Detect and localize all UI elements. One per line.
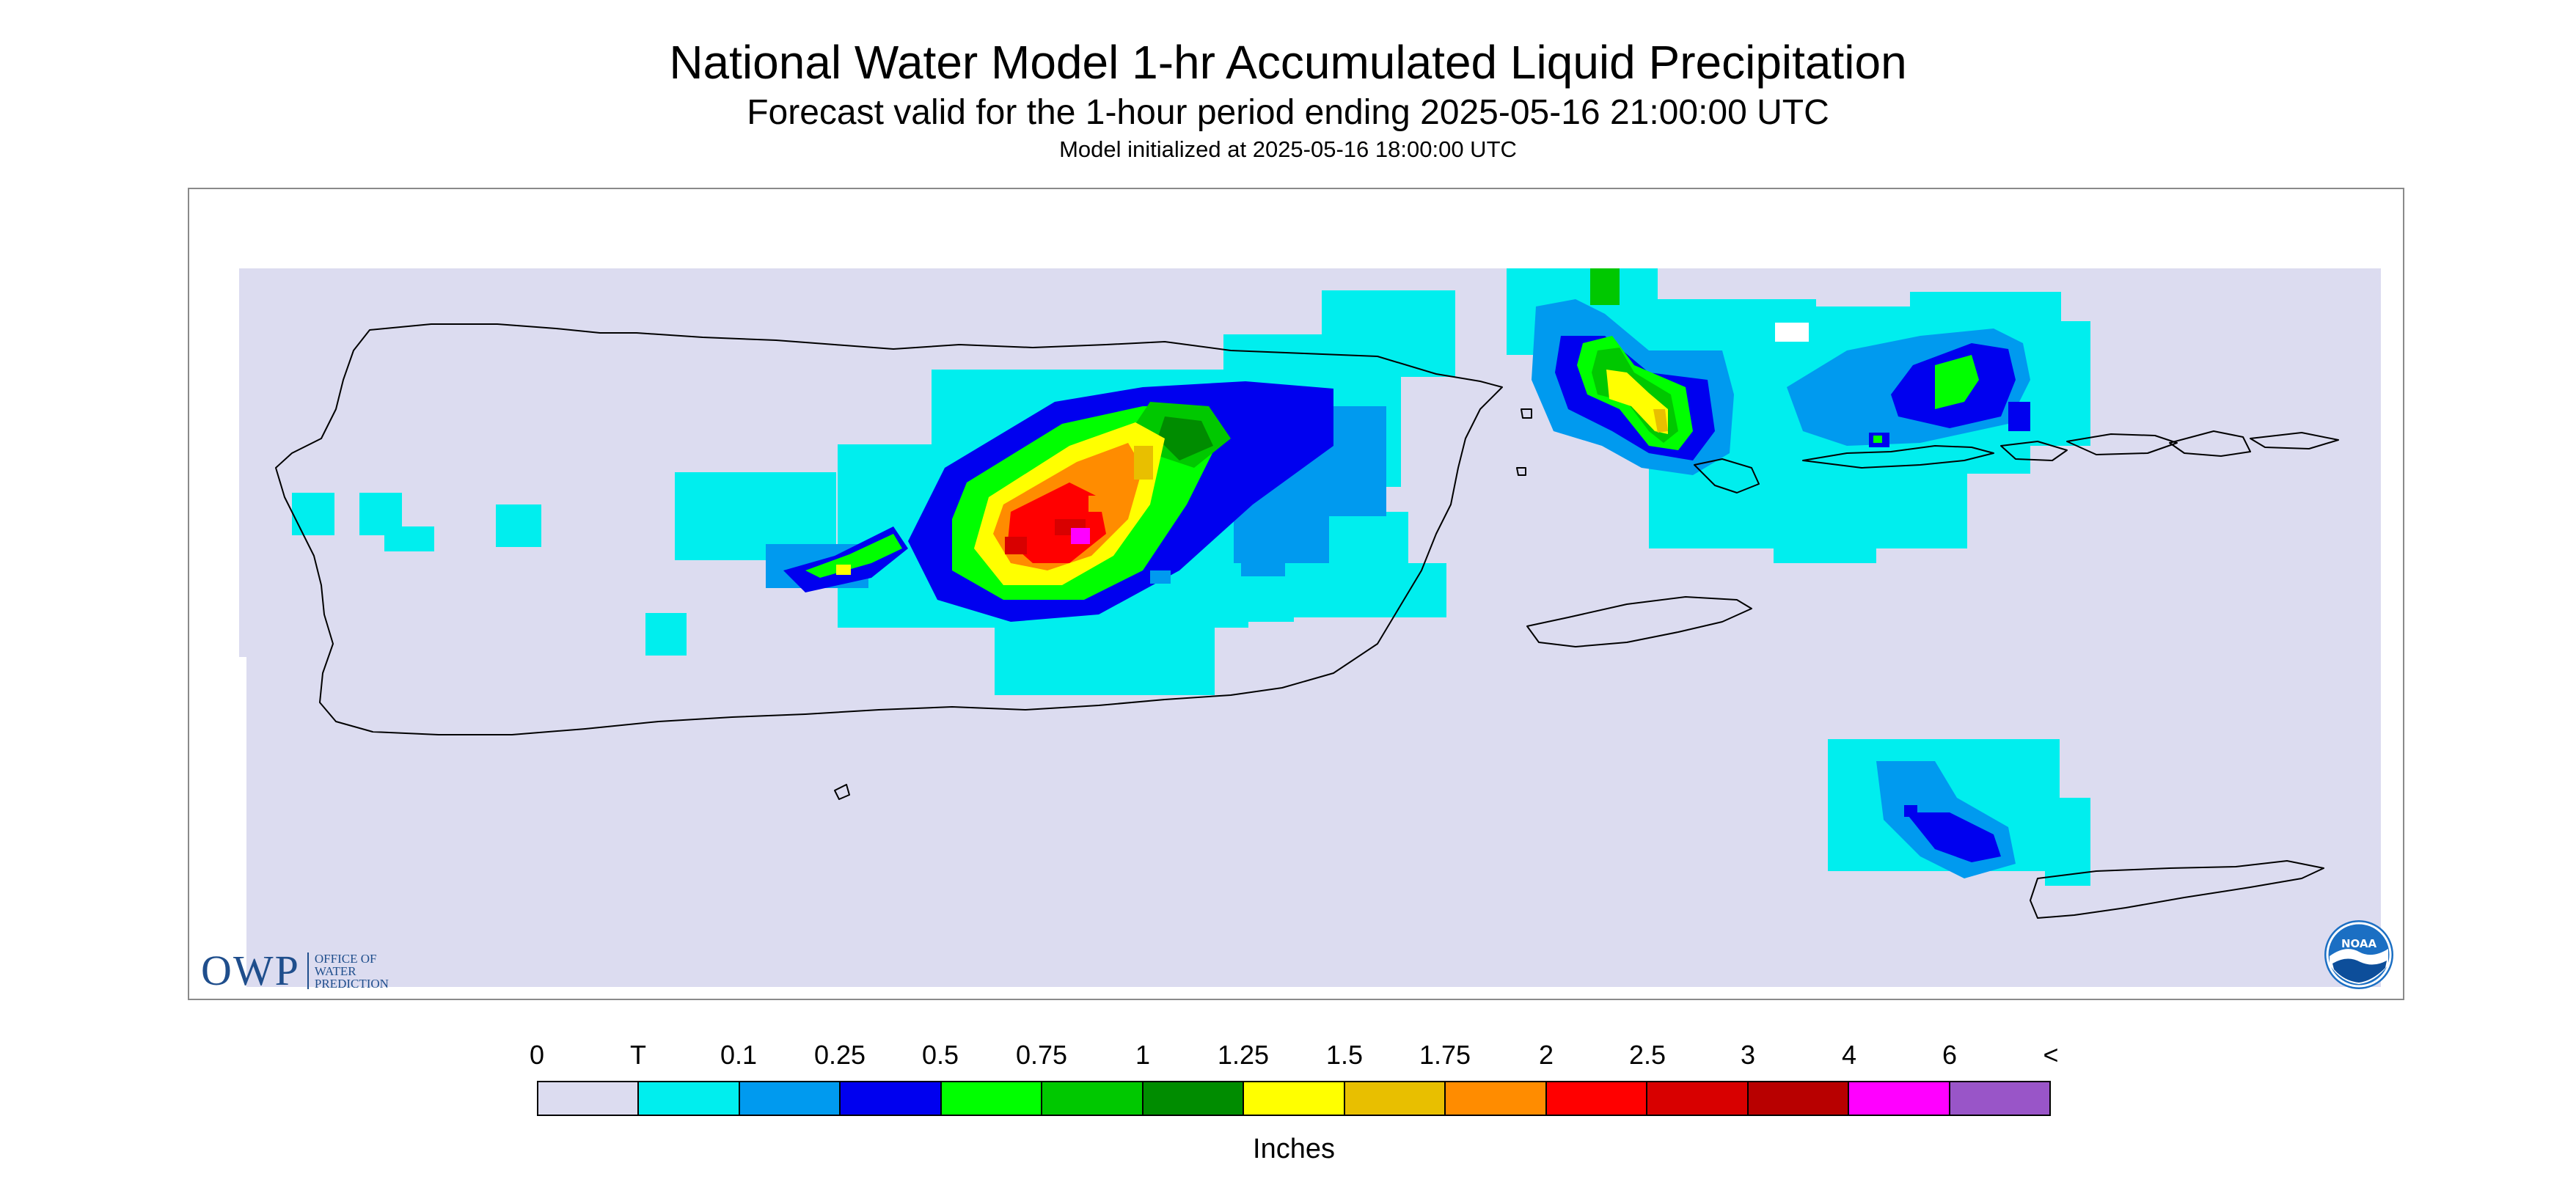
legend-tick-label: 0.25 [813, 1040, 866, 1070]
precip-area-virgin-islands [1507, 268, 2090, 563]
legend-swatch [1143, 1082, 1245, 1115]
legend-swatch [1244, 1082, 1345, 1115]
tortola-coastline [2066, 433, 2178, 455]
legend-tick-label: T [630, 1040, 646, 1070]
puerto-rico-coastline [275, 323, 1503, 735]
legend-swatch [538, 1082, 640, 1115]
legend-color-bar [537, 1081, 2051, 1116]
legend-swatch [1950, 1082, 2050, 1115]
legend-tick-label: 2 [1538, 1040, 1554, 1070]
legend-unit-label: Inches [1253, 1134, 1335, 1164]
legend-tick-label: < [2043, 1040, 2059, 1070]
legend-tick-label: 3 [1740, 1040, 1756, 1070]
precip-legend: 0 T 0.1 0.25 0.5 0.75 1 1.25 1.5 1.75 2 2.5 3 4 6 < Inc… [530, 1040, 2059, 1172]
legend-swatch [1446, 1082, 1547, 1115]
legend-tick-label: 2.5 [1628, 1040, 1666, 1070]
precip-area-puerto-rico [292, 290, 1455, 695]
owp-logo: OWP OFFICE OF WATER PREDICTION [201, 947, 389, 994]
legend-tick-label: 0.75 [1015, 1040, 1068, 1070]
legend-tick-label: 1.25 [1217, 1040, 1270, 1070]
legend-tick-label: 1.5 [1325, 1040, 1364, 1070]
map-canvas [239, 268, 2381, 987]
owp-logo-divider [307, 952, 309, 989]
legend-tick-label: 4 [1841, 1040, 1857, 1070]
owp-logo-line: OFFICE OF [314, 951, 377, 966]
coastlines [275, 323, 2339, 919]
legend-swatch [639, 1082, 740, 1115]
culebra-coastline [1694, 458, 1760, 493]
legend-swatch [1647, 1082, 1749, 1115]
precip-area-st-croix [1828, 739, 2090, 886]
legend-swatch [1849, 1082, 1950, 1115]
legend-ticks: 0 T 0.1 0.25 0.5 0.75 1 1.25 1.5 1.75 2 2.5 3 4 6 < [530, 1040, 2059, 1073]
map-title: National Water Model 1-hr Accumulated Li… [669, 36, 1907, 89]
legend-swatch [1042, 1082, 1144, 1115]
st-croix-coastline [2030, 860, 2324, 919]
precipitation-map: OWP OFFICE OF WATER PREDICTION NOAA [188, 188, 2404, 1000]
mona-island-coastline [834, 784, 850, 800]
legend-swatch [1546, 1082, 1648, 1115]
legend-swatch [1344, 1082, 1446, 1115]
legend-tick-label: 6 [1942, 1040, 1958, 1070]
anegada-coastline [2250, 432, 2339, 449]
legend-swatch [739, 1082, 841, 1115]
legend-tick-label: 1 [1135, 1040, 1151, 1070]
map-subtitle: Forecast valid for the 1-hour period end… [747, 93, 1829, 132]
legend-swatch [841, 1082, 942, 1115]
legend-tick-label: 0 [529, 1040, 545, 1070]
vieques-coastline [1526, 596, 1752, 647]
owp-logo-mark: OWP [201, 947, 300, 994]
legend-tick-label: 0.5 [921, 1040, 959, 1070]
legend-swatch [941, 1082, 1043, 1115]
legend-tick-label: 0.1 [720, 1040, 758, 1070]
st-john-coastline [2000, 441, 2068, 461]
legend-tick-label: 1.75 [1419, 1040, 1471, 1070]
noaa-logo-text: NOAA [2341, 937, 2377, 950]
owp-logo-line: WATER [314, 963, 356, 978]
owp-logo-line: PREDICTION [314, 976, 389, 991]
st-thomas-coastline [1802, 445, 1994, 469]
noaa-emblem-icon: NOAA [2324, 920, 2393, 989]
model-init-text: Model initialized at 2025-05-16 18:00:00… [1059, 136, 1517, 162]
legend-swatch [1748, 1082, 1850, 1115]
virgin-gorda-coastline [2169, 430, 2251, 457]
owp-logo-text: OFFICE OF WATER PREDICTION [315, 952, 389, 990]
